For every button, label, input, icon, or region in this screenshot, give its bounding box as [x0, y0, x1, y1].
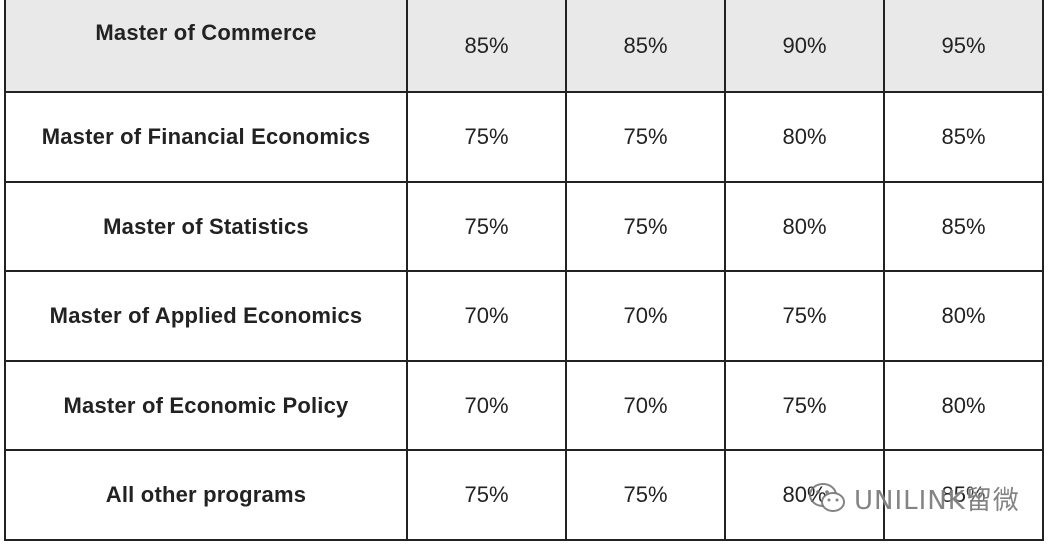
percentage-cell: 80% [724, 181, 885, 272]
program-name-cell: Master of Financial Economics [4, 91, 408, 183]
program-name-cell: All other programs [4, 449, 408, 541]
percentage-cell: 75% [724, 360, 885, 451]
percentage-cell: 80% [883, 270, 1044, 362]
percentage-cell: 75% [565, 91, 726, 183]
program-name-cell: Master of Commerce [4, 0, 408, 93]
percentage-cell: 75% [406, 449, 567, 541]
program-name-cell: Master of Economic Policy [4, 360, 408, 451]
table-row: Master of Financial Economics 75% 75% 80… [4, 91, 1044, 183]
percentage-cell: 85% [883, 449, 1044, 541]
percentage-cell: 70% [565, 270, 726, 362]
percentage-cell: 75% [724, 270, 885, 362]
table-row: Master of Applied Economics 70% 70% 75% … [4, 270, 1044, 362]
percentage-cell: 80% [724, 91, 885, 183]
table-row: Master of Commerce 85% 85% 90% 95% [4, 0, 1044, 93]
percentage-cell: 75% [406, 91, 567, 183]
percentage-cell: 85% [406, 0, 567, 93]
percentage-cell: 70% [406, 270, 567, 362]
program-name-cell: Master of Statistics [4, 181, 408, 272]
percentage-cell: 70% [565, 360, 726, 451]
percentage-cell: 85% [883, 181, 1044, 272]
table-row: All other programs 75% 75% 80% 85% [4, 449, 1044, 541]
percentage-cell: 80% [883, 360, 1044, 451]
percentage-cell: 90% [724, 0, 885, 93]
percentage-cell: 75% [565, 449, 726, 541]
percentage-cell: 70% [406, 360, 567, 451]
table-row: Master of Economic Policy 70% 70% 75% 80… [4, 360, 1044, 451]
percentage-cell: 85% [565, 0, 726, 93]
admission-requirements-table: Master of Commerce 85% 85% 90% 95% Maste… [4, 0, 1044, 541]
table-row: Master of Statistics 75% 75% 80% 85% [4, 181, 1044, 272]
percentage-cell: 75% [565, 181, 726, 272]
percentage-cell: 80% [724, 449, 885, 541]
percentage-cell: 75% [406, 181, 567, 272]
program-name-cell: Master of Applied Economics [4, 270, 408, 362]
percentage-cell: 95% [883, 0, 1044, 93]
percentage-cell: 85% [883, 91, 1044, 183]
